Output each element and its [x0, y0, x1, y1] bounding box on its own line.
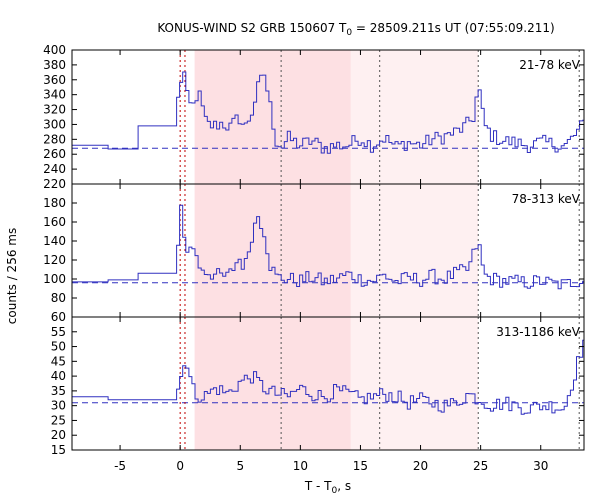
y-tick-label-1-3: 120: [43, 253, 66, 267]
y-tick-label-2-0: 15: [51, 443, 66, 457]
y-tick-label-2-7: 50: [51, 340, 66, 354]
y-tick-label-2-5: 40: [51, 369, 66, 383]
shaded-region-1-1: [350, 184, 479, 317]
energy-band-label-2: 313-1186 keV: [496, 325, 580, 339]
x-tick-label-3: 10: [293, 459, 308, 473]
panel-frame-2: [71, 316, 585, 451]
y-tick-label-2-1: 20: [51, 428, 66, 442]
x-tick-label-7: 30: [533, 459, 548, 473]
y-tick-label-1-6: 180: [43, 196, 66, 210]
light-curve-1: [72, 204, 584, 290]
y-tick-label-2-2: 25: [51, 413, 66, 427]
y-tick-label-0-0: 220: [43, 177, 66, 191]
y-tick-label-0-4: 300: [43, 117, 66, 131]
energy-band-label-1: 78-313 keV: [512, 192, 581, 206]
x-tick-label-6: 25: [473, 459, 488, 473]
y-tick-label-1-0: 60: [51, 310, 66, 324]
y-tick-label-1-2: 100: [43, 272, 66, 286]
shaded-region-0-1: [350, 50, 479, 184]
x-axis-label: T - T0, s: [304, 479, 351, 496]
shaded-region-2-1: [350, 317, 479, 450]
shaded-region-1-0: [194, 184, 351, 317]
y-tick-label-0-6: 340: [43, 88, 66, 102]
x-tick-label-2: 5: [236, 459, 244, 473]
energy-band-label-0: 21-78 keV: [519, 58, 581, 72]
y-tick-label-2-4: 35: [51, 384, 66, 398]
y-tick-label-0-8: 380: [43, 58, 66, 72]
y-tick-label-0-9: 400: [43, 43, 66, 57]
y-tick-label-1-5: 160: [43, 215, 66, 229]
light-curve-0: [72, 71, 584, 154]
x-tick-label-0: -5: [114, 459, 126, 473]
y-tick-label-2-3: 30: [51, 399, 66, 413]
light-curve-2: [72, 339, 584, 415]
x-tick-label-5: 20: [413, 459, 428, 473]
y-tick-label-0-2: 260: [43, 147, 66, 161]
x-tick-label-4: 15: [353, 459, 368, 473]
x-tick-label-1: 0: [176, 459, 184, 473]
shaded-region-0-0: [194, 50, 351, 184]
y-tick-label-2-6: 45: [51, 354, 66, 368]
y-tick-label-0-7: 360: [43, 73, 66, 87]
chart-title: KONUS-WIND S2 GRB 150607 T0 = 28509.211s…: [157, 21, 554, 38]
y-axis-label: counts / 256 ms: [5, 228, 19, 324]
y-tick-label-0-3: 280: [43, 132, 66, 146]
y-tick-label-0-5: 320: [43, 103, 66, 117]
y-tick-label-2-8: 55: [51, 325, 66, 339]
shaded-region-2-0: [194, 317, 351, 450]
y-tick-label-1-4: 140: [43, 234, 66, 248]
y-tick-label-1-1: 80: [51, 291, 66, 305]
y-tick-label-0-1: 240: [43, 162, 66, 176]
